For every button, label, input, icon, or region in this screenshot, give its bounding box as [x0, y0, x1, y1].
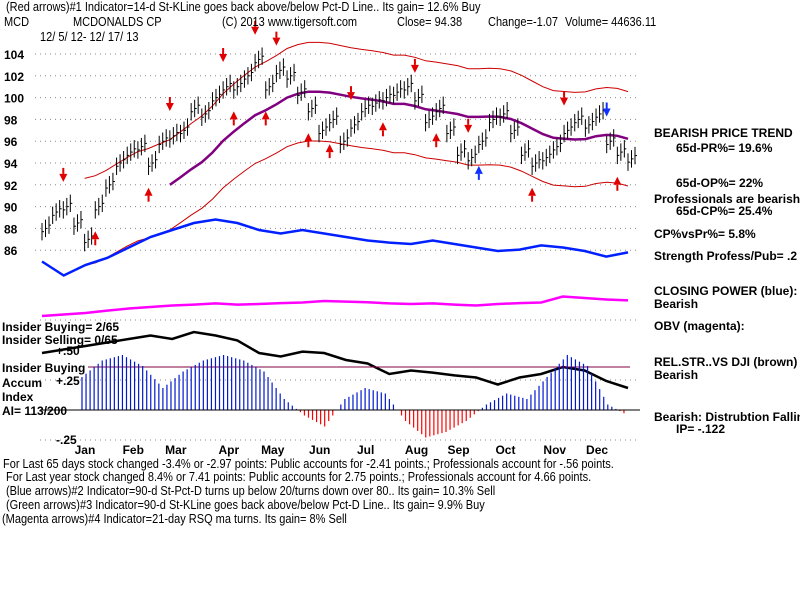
- y-tick-label: 86: [4, 244, 18, 258]
- closing-power-value: Bearish: [654, 297, 699, 311]
- arrow-down-icon: [251, 26, 260, 35]
- arrow-up-icon: [229, 111, 238, 120]
- footer-line1: For Last 65 days stock changed -3.4% or …: [3, 457, 614, 471]
- arrow-up-icon: [474, 165, 483, 174]
- arrow-up-icon: [378, 122, 387, 131]
- arrow-up-icon: [613, 176, 622, 185]
- arrow-up-icon: [91, 231, 100, 240]
- arrow-up-icon: [261, 111, 270, 120]
- close-value: Close= 94.38: [397, 15, 463, 29]
- volume-value: Volume= 44636.11: [565, 15, 657, 29]
- arrow-up-icon: [432, 133, 441, 142]
- op-value: 65d-OP%= 22%: [676, 176, 764, 190]
- relstr-value: Bearish: [654, 368, 699, 382]
- arrow-down-icon: [464, 124, 473, 133]
- y-tick-label: 104: [4, 48, 24, 62]
- closing-power-label: CLOSING POWER (blue):: [654, 284, 798, 298]
- footer-line3: (Blue arrows)#2 Indicator=90-d St-Pct-D …: [6, 484, 496, 498]
- copyright: (C) 2013 www.tigersoft.com: [222, 15, 358, 29]
- y-tick-label: 102: [4, 70, 24, 84]
- relative-strength-line: [41, 330, 629, 390]
- arrow-down-icon: [560, 97, 569, 106]
- month-label: Jul: [357, 443, 374, 457]
- index-label: Index: [2, 390, 34, 404]
- trend-label: BEARISH PRICE TREND: [654, 126, 793, 140]
- arrow-up-icon: [144, 187, 153, 196]
- insider-buying: Insider Buying= 2/65: [2, 320, 120, 334]
- arrow-down-icon: [219, 54, 228, 62]
- month-label: Sep: [448, 443, 470, 457]
- y-tick-label: 94: [4, 157, 18, 171]
- plus25-label: +.25: [56, 374, 80, 388]
- month-label: Jan: [75, 443, 96, 457]
- arrow-up-icon: [325, 144, 334, 153]
- y-tick-label: 90: [4, 201, 18, 215]
- strength-value: Strength Profess/Pub= .2: [654, 249, 798, 263]
- month-label: Jun: [309, 443, 330, 457]
- arrow-down-icon: [272, 37, 281, 46]
- arrow-down-icon: [59, 173, 68, 182]
- arrow-down-icon: [602, 108, 611, 117]
- obv-line: [41, 295, 629, 318]
- month-label: Aug: [405, 443, 428, 457]
- symbol: MCD: [4, 15, 30, 29]
- month-label: Mar: [165, 443, 187, 457]
- relstr-label: REL.STR..VS DJI (brown): [654, 355, 798, 369]
- company-name: MCDONALDS CP: [73, 15, 162, 29]
- month-label: Dec: [586, 443, 608, 457]
- month-label: Feb: [123, 443, 144, 457]
- pr-value: 65d-PR%= 19.6%: [676, 141, 773, 155]
- month-label: May: [261, 443, 285, 457]
- arrow-down-icon: [346, 92, 355, 101]
- distribution-label: Bearish: Distrubtion Falling: [654, 410, 800, 424]
- moving-average-line: [169, 90, 629, 186]
- minus25-label: -.25: [56, 433, 77, 447]
- y-tick-label: 96: [4, 135, 18, 149]
- lower-band: [84, 140, 629, 266]
- y-tick-label: 92: [4, 179, 18, 193]
- arrow-up-icon: [528, 187, 537, 196]
- y-tick-label: 98: [4, 113, 18, 127]
- cp-value: 65d-CP%= 25.4%: [676, 204, 773, 218]
- y-tick-label: 100: [4, 92, 24, 106]
- plus50-label: +.50: [56, 344, 80, 358]
- accum-label: Accum: [2, 376, 43, 390]
- footer-line5: (Magenta arrows)#4 Indicator=21-day RSQ …: [2, 512, 347, 526]
- pros-label: Professionals are bearish: [654, 192, 800, 206]
- insider-buying-label: Insider Buying: [2, 361, 86, 375]
- arrow-up-icon: [304, 133, 313, 142]
- ip-value: IP= -.122: [676, 422, 726, 436]
- cpvspr-value: CP%vsPr%= 5.8%: [654, 227, 756, 241]
- obv-label: OBV (magenta):: [654, 319, 745, 333]
- arrow-down-icon: [410, 64, 419, 73]
- month-label: Nov: [543, 443, 566, 457]
- y-tick-label: 88: [4, 222, 18, 236]
- arrow-down-icon: [165, 103, 174, 112]
- footer-line4: (Green arrows)#3 Indicator=90-d St-KLine…: [6, 498, 485, 512]
- change-value: Change=-1.07: [488, 15, 559, 29]
- footer-line2: For Last year stock changed 8.4% or 7.41…: [6, 470, 592, 484]
- month-label: Apr: [218, 443, 239, 457]
- ai-value: AI= 113/200: [2, 404, 68, 418]
- closing-power-line: [41, 218, 629, 277]
- insider-selling: Insider Selling= 0/65: [2, 333, 118, 347]
- month-label: Oct: [495, 443, 515, 457]
- indicator1-text: (Red arrows)#1 Indicator=14-d St-KLine g…: [6, 0, 481, 14]
- date-range: 12/ 5/ 12- 12/ 17/ 13: [40, 30, 139, 44]
